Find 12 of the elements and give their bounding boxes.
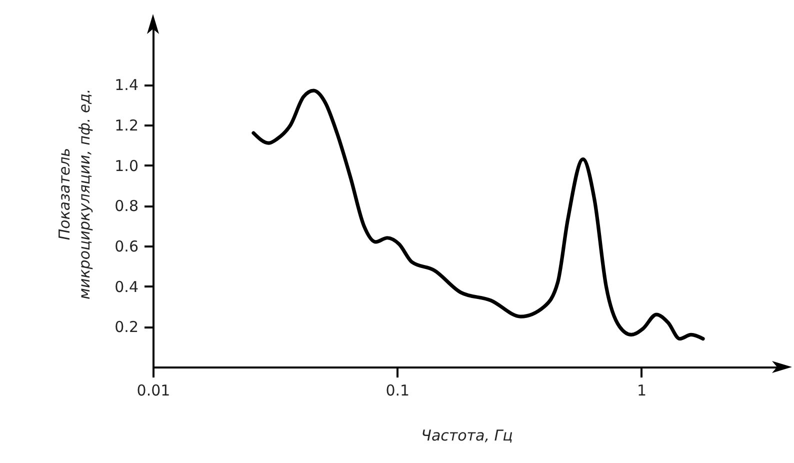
y-tick-label: 0.4 bbox=[114, 278, 138, 296]
y-axis-title: Показатель микроциркуляции, пф. ед. bbox=[56, 88, 94, 300]
y-tick-label: 0.6 bbox=[114, 237, 138, 256]
x-tick-label: 1 bbox=[637, 382, 647, 400]
x-tick-label: 0.1 bbox=[386, 382, 410, 400]
x-axis-title: Частота, Гц bbox=[421, 426, 513, 444]
y-tick-label: 0.2 bbox=[114, 318, 138, 336]
x-tick-label: 0.01 bbox=[136, 382, 170, 400]
y-tick-label: 1.4 bbox=[114, 76, 138, 94]
y-tick-label: 1.0 bbox=[114, 156, 138, 175]
y-tick-label: 0.8 bbox=[114, 197, 138, 216]
y-tick-label: 1.2 bbox=[114, 116, 138, 134]
